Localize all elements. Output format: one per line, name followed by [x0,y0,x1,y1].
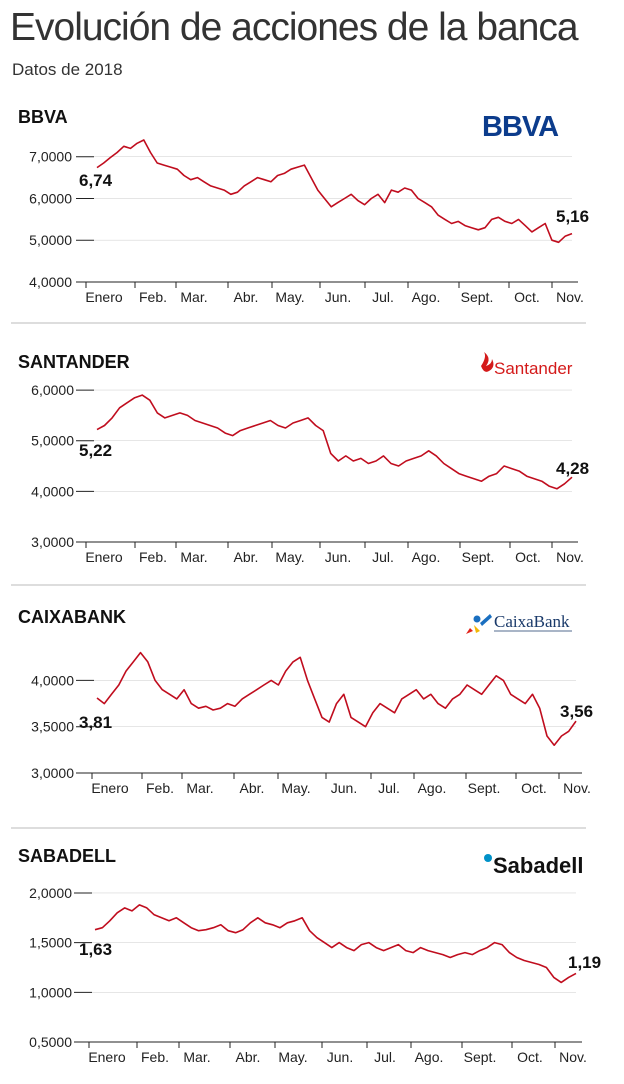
x-tick-label: May. [275,549,304,565]
start-value-label: 5,22 [79,441,112,460]
caixabank-logo: CaixaBank [494,612,570,631]
y-tick-label: 3,5000 [31,719,74,735]
y-tick-label: 2,0000 [29,885,72,901]
chart-sabadell: SABADELL Sabadell 0,5000 1,0000 1,5000 2,0000… [18,846,601,1065]
series-line [96,651,577,747]
page-subtitle: Datos de 2018 [12,60,123,79]
x-tick-label: Sept. [461,289,494,305]
x-tick-label: Enero [85,549,123,565]
bbva-logo: BBVA [482,111,559,143]
y-tick-label: 5,0000 [29,232,72,248]
x-tick-label: Feb. [139,289,167,305]
x-tick-label: Ago. [418,780,447,796]
x-tick-label: Enero [91,780,129,796]
panel-title: SANTANDER [18,352,130,372]
panel-title: BBVA [18,107,68,127]
x-tick-label: Oct. [514,289,540,305]
caixabank-star-icon [466,628,473,634]
y-tick-label: 7,0000 [29,149,72,165]
x-tick-label: Nov. [563,780,591,796]
x-tick-label: Feb. [139,549,167,565]
x-tick-label: Abr. [234,289,259,305]
santander-flame-icon [481,352,494,372]
panel-title: CAIXABANK [18,607,126,627]
start-value-label: 3,81 [79,713,112,732]
x-tick-label: Abr. [236,1049,261,1065]
x-tick-label: Jul. [372,549,394,565]
series-line [96,394,573,490]
x-tick-label: Mar. [180,289,207,305]
start-value-label: 1,63 [79,940,112,959]
x-tick-label: May. [278,1049,307,1065]
y-tick-label: 6,0000 [31,382,74,398]
x-tick-label: Nov. [556,549,584,565]
caixabank-star-icon [480,614,492,626]
x-tick-label: Enero [85,289,123,305]
caixabank-star-icon [473,615,481,623]
chart-bbva: BBVA BBVA 4,0000 5,0000 6,0000 7,0000 Enero Feb… [18,107,589,305]
chart-caixabank: CAIXABANK CaixaBank 3,0000 3,5000 4,0000 Ener… [18,607,593,796]
page-title: Evolución de acciones de la banca [10,6,579,49]
end-value-label: 3,56 [560,702,593,721]
panel-title: SABADELL [18,846,116,866]
x-tick-label: Sept. [462,549,495,565]
x-tick-label: Jul. [374,1049,396,1065]
y-tick-label: 3,0000 [31,534,74,550]
x-tick-label: May. [275,289,304,305]
x-tick-label: Sept. [468,780,501,796]
x-tick-label: Ago. [412,549,441,565]
y-tick-label: 4,0000 [29,274,72,290]
y-tick-label: 3,0000 [31,765,74,781]
series-line [96,139,573,244]
x-tick-label: Mar. [183,1049,210,1065]
x-tick-label: Feb. [141,1049,169,1065]
x-tick-label: Jul. [378,780,400,796]
santander-logo: Santander [494,359,573,378]
x-tick-label: Oct. [517,1049,543,1065]
x-tick-label: Mar. [180,549,207,565]
x-tick-label: Jul. [372,289,394,305]
y-tick-label: 4,0000 [31,483,74,499]
x-tick-label: Nov. [559,1049,587,1065]
x-tick-label: Jun. [325,289,351,305]
x-tick-label: May. [281,780,310,796]
x-tick-label: Oct. [521,780,547,796]
y-tick-label: 0,5000 [29,1034,72,1050]
x-tick-label: Oct. [515,549,541,565]
end-value-label: 1,19 [568,953,601,972]
x-tick-label: Ago. [412,289,441,305]
start-value-label: 6,74 [79,171,113,190]
sabadell-logo: Sabadell [493,853,583,878]
x-tick-label: Jun. [331,780,357,796]
y-tick-label: 1,0000 [29,984,72,1000]
x-tick-label: Enero [88,1049,126,1065]
end-value-label: 4,28 [556,459,589,478]
x-tick-label: Mar. [186,780,213,796]
x-tick-label: Sept. [464,1049,497,1065]
end-value-label: 5,16 [556,207,589,226]
x-tick-label: Feb. [146,780,174,796]
y-tick-label: 4,0000 [31,672,74,688]
y-tick-label: 5,0000 [31,433,74,449]
x-tick-label: Abr. [234,549,259,565]
x-tick-label: Abr. [240,780,265,796]
caixabank-star-icon [474,625,480,633]
y-tick-label: 1,5000 [29,935,72,951]
chart-santander: SANTANDER Santander 3,0000 4,0000 5,0000 6,00… [18,352,589,565]
x-tick-label: Jun. [327,1049,353,1065]
x-tick-label: Nov. [556,289,584,305]
x-tick-label: Ago. [415,1049,444,1065]
series-line [94,904,577,984]
y-tick-label: 6,0000 [29,190,72,206]
sabadell-dot-icon [484,854,492,862]
x-tick-label: Jun. [325,549,351,565]
